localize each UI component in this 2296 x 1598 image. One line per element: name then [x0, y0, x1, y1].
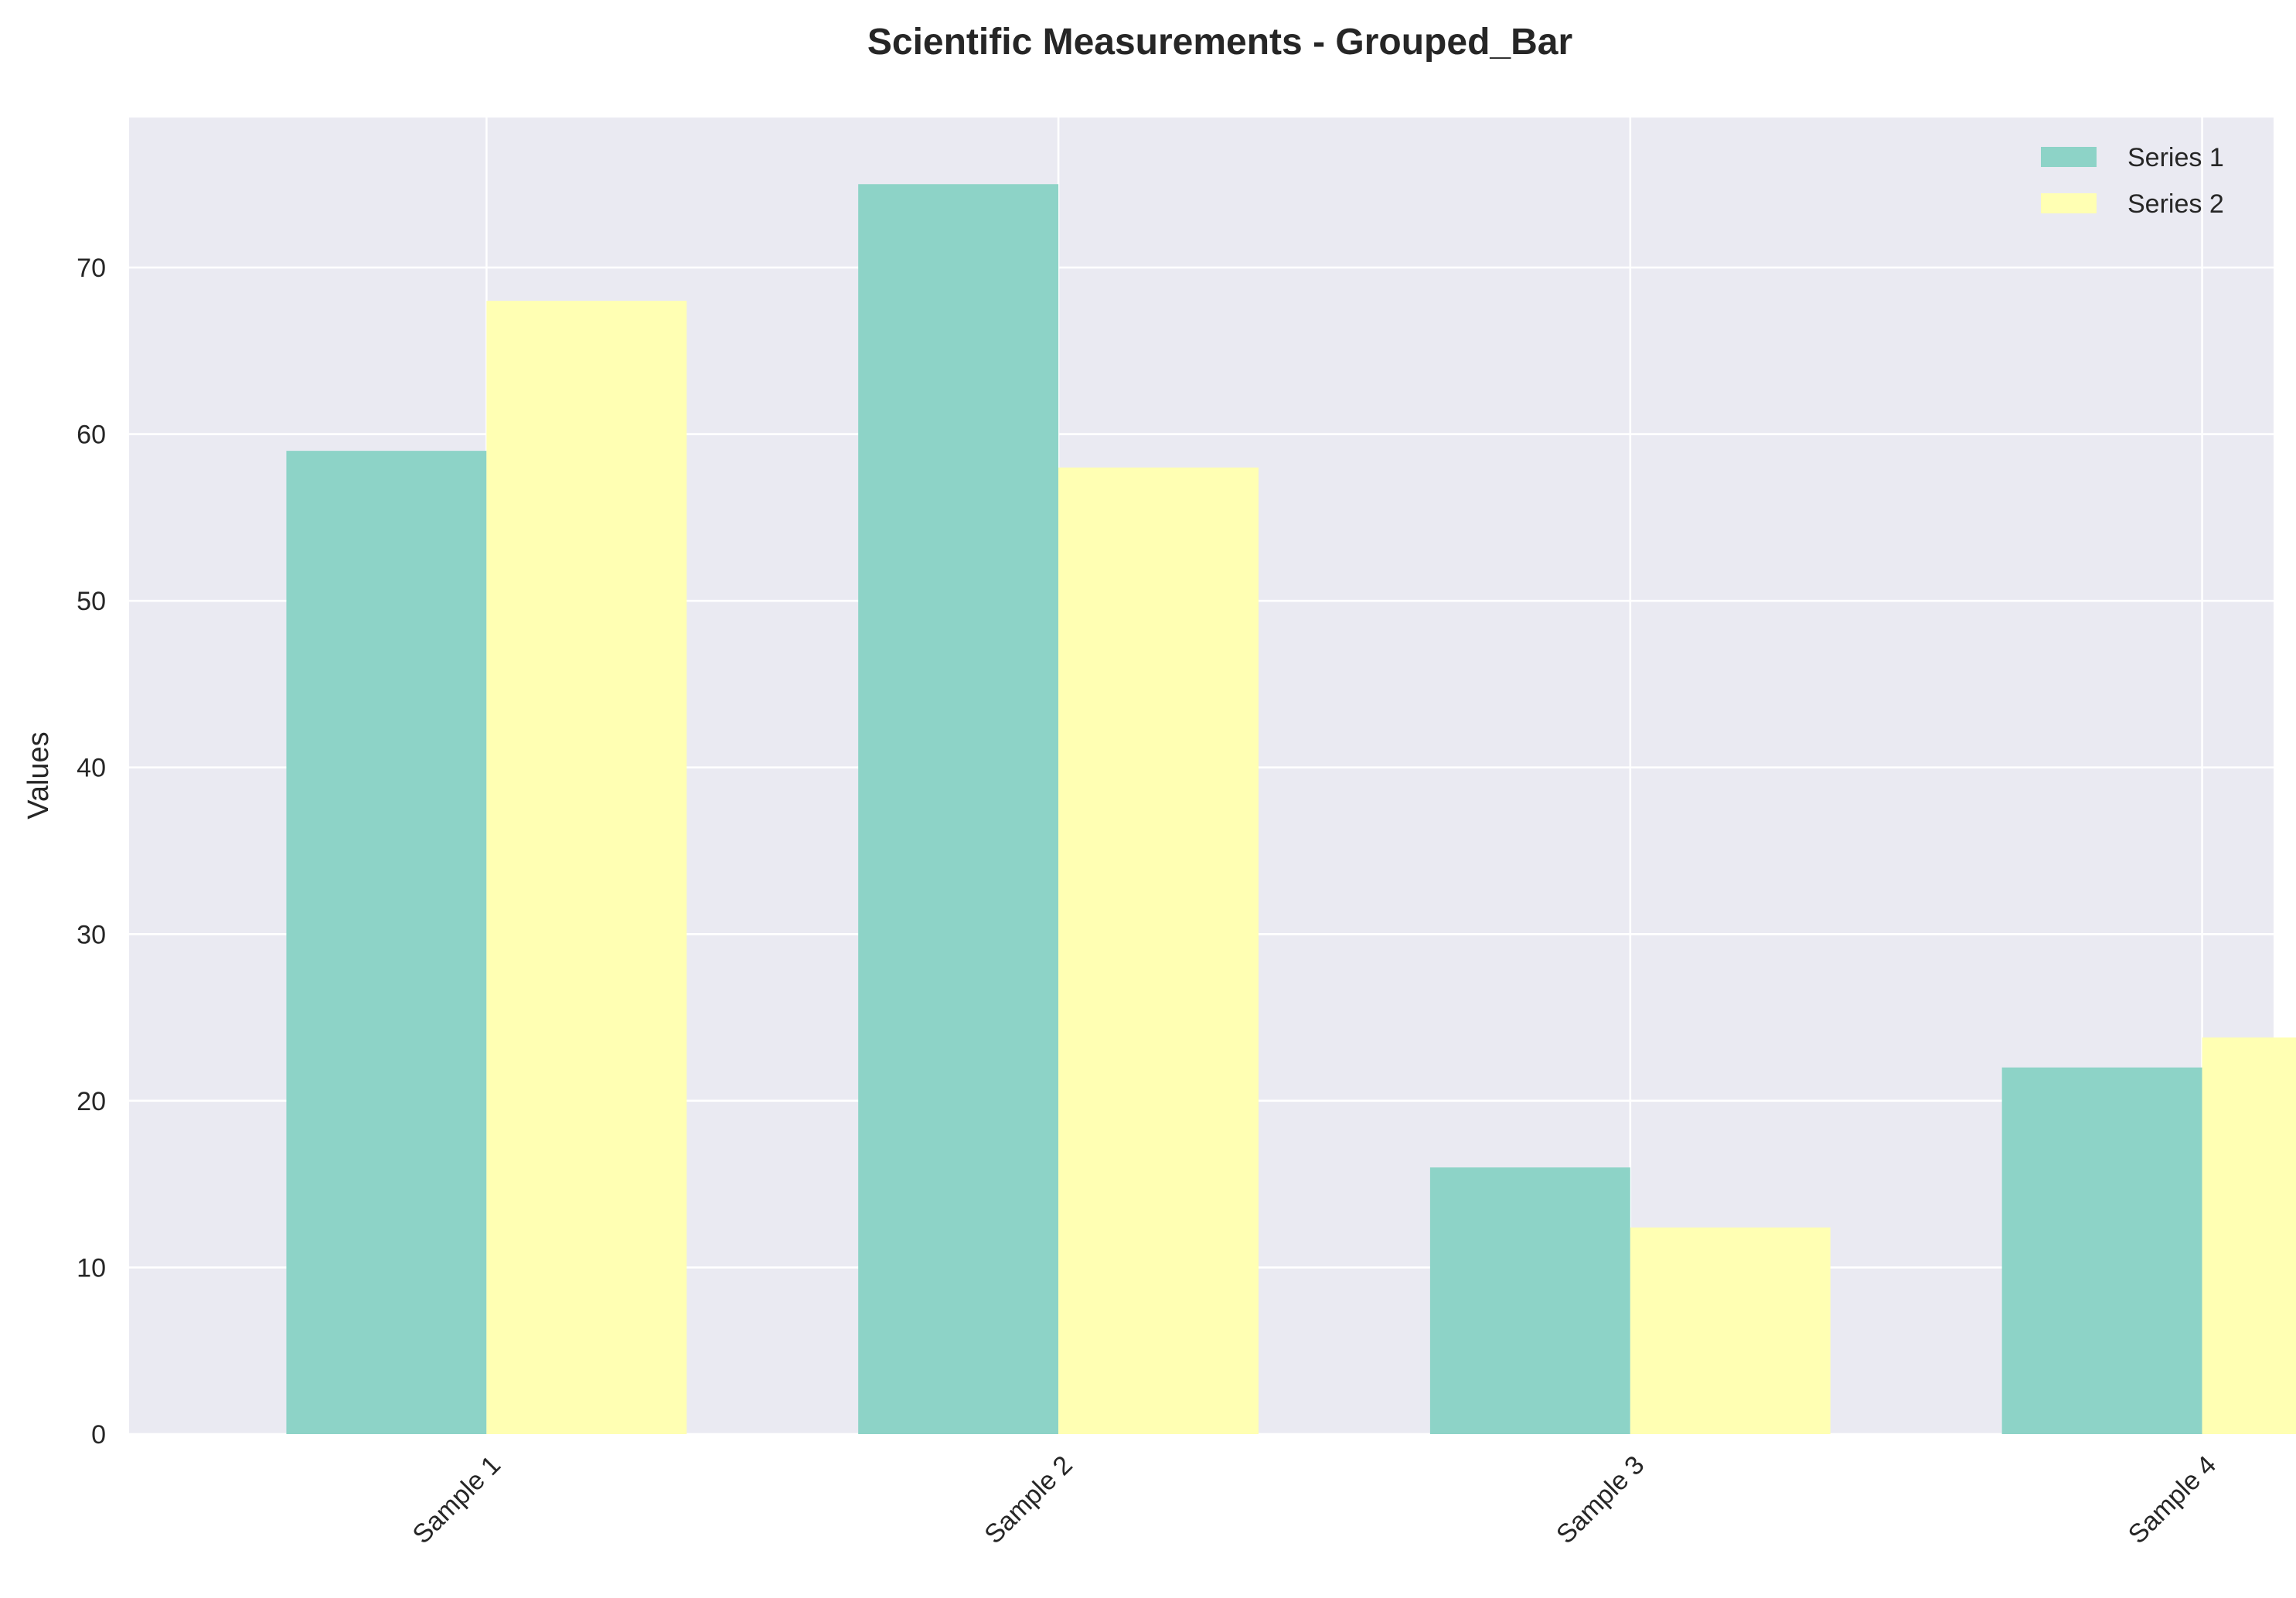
- legend-swatch-series-1: [2041, 147, 2097, 167]
- bar-series-1-sample-1: [286, 451, 487, 1435]
- bar-series-1-sample-4: [2001, 1067, 2202, 1434]
- y-tick-labels: 0 10 20 30 40 50 60 70: [77, 254, 106, 1450]
- y-tick-label: 10: [77, 1253, 106, 1283]
- legend-swatch-series-2: [2041, 193, 2097, 213]
- legend: Series 1 Series 2: [2041, 143, 2224, 219]
- bar-series-1-sample-3: [1429, 1167, 1630, 1434]
- legend-label-series-1: Series 1: [2127, 143, 2224, 172]
- bar-series-2-sample-3: [1630, 1227, 1831, 1434]
- y-tick-label: 70: [77, 254, 106, 283]
- y-tick-label: 50: [77, 587, 106, 616]
- x-tick-label: Sample 1: [407, 1450, 506, 1549]
- x-tick-labels: Sample 1 Sample 2 Sample 3 Sample 4: [407, 1450, 2223, 1549]
- y-tick-label: 40: [77, 754, 106, 783]
- y-tick-label: 30: [77, 920, 106, 949]
- bar-series-1-sample-2: [858, 184, 1059, 1435]
- y-tick-label: 60: [77, 421, 106, 450]
- chart-title: Scientific Measurements - Grouped_Bar: [867, 22, 1572, 63]
- bar-series-2-sample-2: [1058, 467, 1259, 1434]
- y-axis-label: Values: [22, 731, 55, 819]
- x-tick-label: Sample 3: [1551, 1450, 1650, 1549]
- legend-label-series-2: Series 2: [2127, 189, 2224, 219]
- bar-series-2-sample-4: [2202, 1037, 2296, 1434]
- y-tick-label: 20: [77, 1087, 106, 1116]
- x-tick-label: Sample 4: [2123, 1450, 2222, 1549]
- bar-series-2-sample-1: [486, 301, 687, 1434]
- bars: [286, 184, 2296, 1435]
- y-tick-label: 0: [91, 1420, 106, 1450]
- x-tick-label: Sample 2: [979, 1450, 1078, 1549]
